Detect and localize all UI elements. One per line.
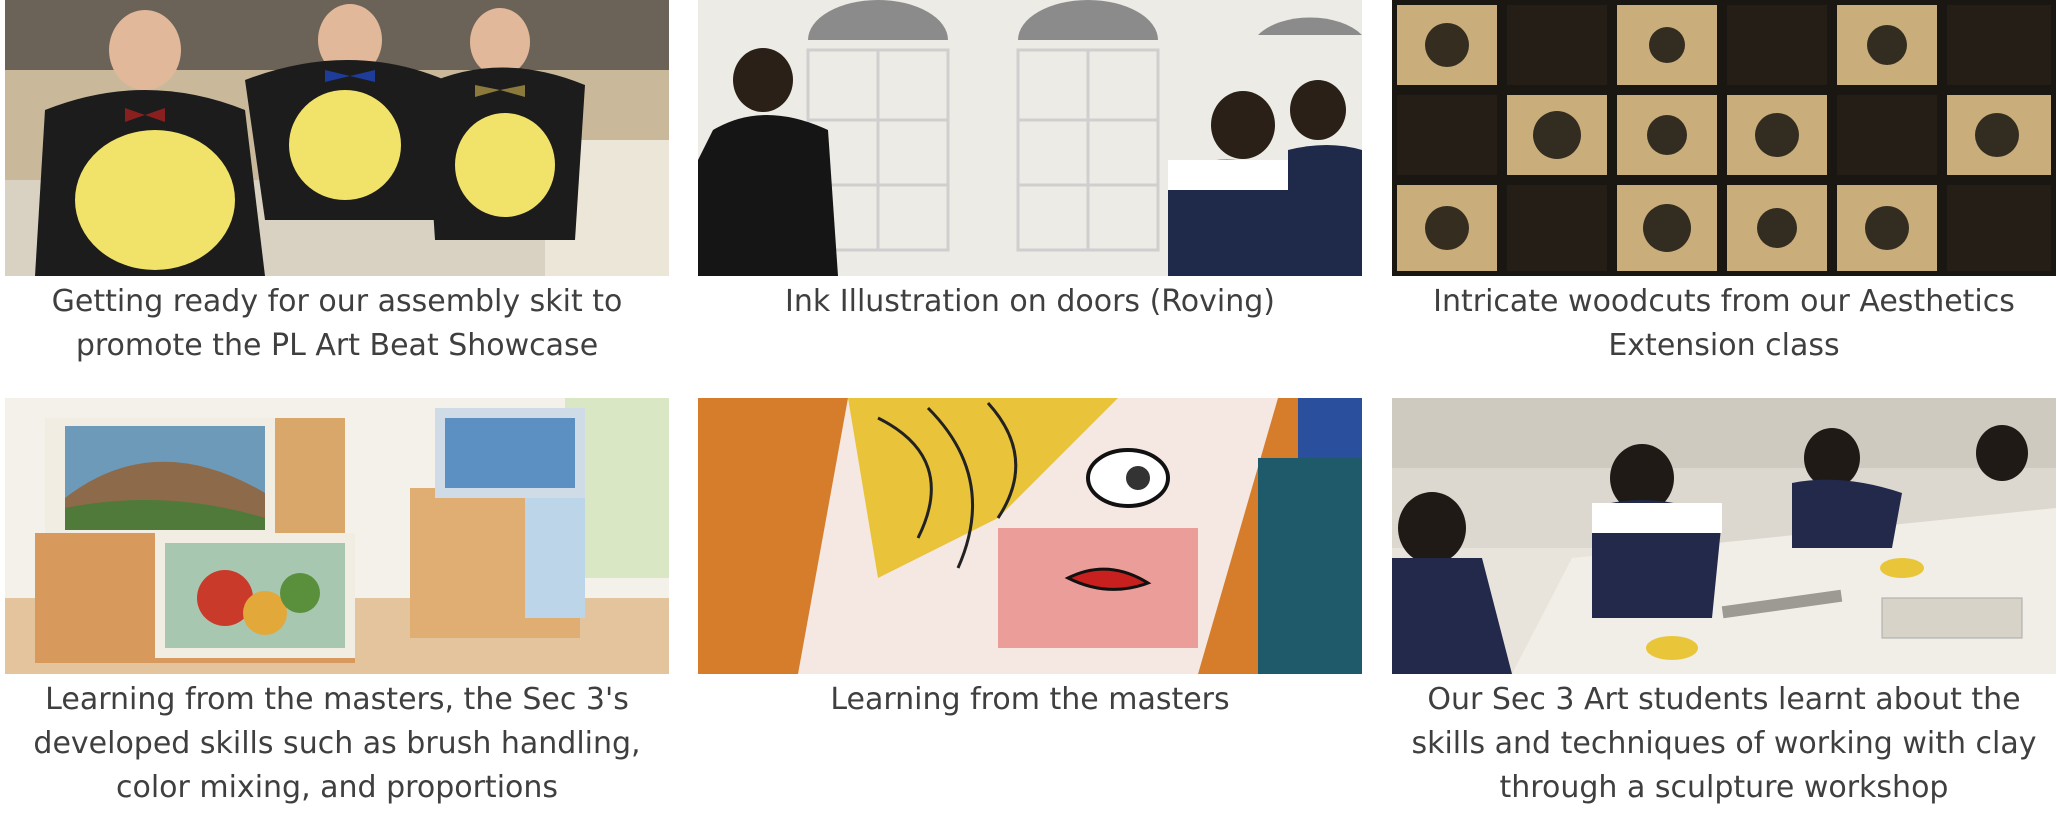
gallery-item-painted-boxes: Learning from the masters, the Sec 3's d… <box>5 398 669 810</box>
doors-photo-image <box>698 0 1362 276</box>
woodcut-photo-image <box>1392 0 2056 276</box>
clay-workshop-photo-image <box>1392 398 2056 674</box>
gallery-photo-woodcuts[interactable] <box>1392 0 2056 276</box>
gallery-photo-ink-illustration[interactable] <box>698 0 1362 276</box>
gallery-item-ink-illustration: Ink Illustration on doors (Roving) <box>698 0 1362 324</box>
gallery-item-woodcuts: Intricate woodcuts from our Aesthetics E… <box>1392 0 2056 368</box>
gallery-caption: Our Sec 3 Art students learnt about the … <box>1411 682 2037 805</box>
gallery-caption: Intricate woodcuts from our Aesthetics E… <box>1433 284 2015 363</box>
gallery-caption: Learning from the masters <box>830 682 1230 717</box>
gallery-item-clay-workshop: Our Sec 3 Art students learnt about the … <box>1392 398 2056 810</box>
gallery-photo-assembly-skit[interactable] <box>5 0 669 276</box>
gallery-item-pop-art: Learning from the masters <box>698 398 1362 722</box>
gallery-photo-painted-boxes[interactable] <box>5 398 669 674</box>
gallery-item-assembly-skit: Getting ready for our assembly skit to p… <box>5 0 669 368</box>
boxes-photo-image <box>5 398 669 674</box>
gallery-caption: Learning from the masters, the Sec 3's d… <box>33 682 641 805</box>
gallery-caption: Getting ready for our assembly skit to p… <box>51 284 623 363</box>
costume-photo-image <box>5 0 669 276</box>
gallery-photo-clay-workshop[interactable] <box>1392 398 2056 674</box>
gallery-caption: Ink Illustration on doors (Roving) <box>785 284 1275 319</box>
gallery-photo-pop-art[interactable] <box>698 398 1362 674</box>
pop-art-photo-image <box>698 398 1362 674</box>
